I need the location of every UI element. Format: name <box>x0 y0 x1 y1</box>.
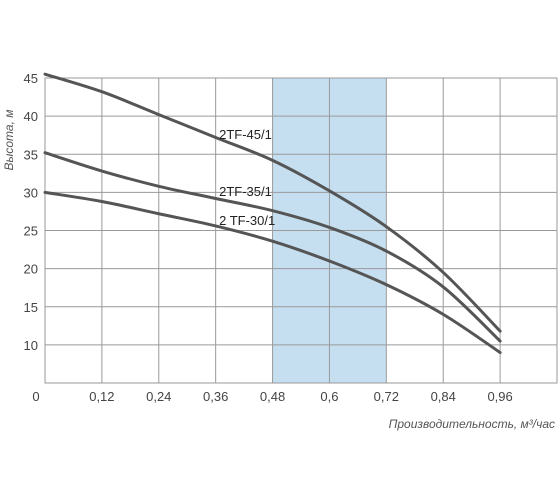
tick-labels: 0 0,12 0,24 0,36 0,48 0,6 0,72 0,84 0,96 10 15 20 25… <box>24 71 513 404</box>
series-line-2 <box>43 190 502 354</box>
x-tick-label: 0,48 <box>260 389 285 404</box>
x-tick-label: 0,96 <box>487 389 512 404</box>
x-tick-label: 0,6 <box>320 389 338 404</box>
grid <box>44 77 558 384</box>
series-line-0 <box>43 72 502 333</box>
series-label-2: 2 TF-30/1 <box>219 213 275 228</box>
y-tick-label: 10 <box>24 338 38 353</box>
series-labels: 2TF-45/1 2TF-35/1 2 TF-30/1 <box>219 127 275 228</box>
y-tick-label: 25 <box>24 224 38 239</box>
series-label-0: 2TF-45/1 <box>219 127 272 142</box>
y-tick-label: 30 <box>24 185 38 200</box>
x-axis-title: Производительность, м³/час <box>389 417 555 431</box>
x-tick-label: 0 <box>32 389 39 404</box>
series-lines <box>43 72 502 354</box>
x-tick-label: 0,24 <box>146 389 171 404</box>
y-tick-label: 20 <box>24 262 38 277</box>
plot-frame <box>44 77 558 384</box>
y-tick-label: 45 <box>24 71 38 86</box>
series-line-1 <box>43 151 502 343</box>
y-tick-label: 15 <box>24 300 38 315</box>
x-tick-label: 0,72 <box>374 389 399 404</box>
x-tick-label: 0,36 <box>203 389 228 404</box>
x-tick-label: 0,12 <box>89 389 114 404</box>
x-tick-label: 0,84 <box>431 389 456 404</box>
series-label-1: 2TF-35/1 <box>219 184 272 199</box>
y-axis-title: Высота, м <box>2 110 16 171</box>
y-tick-label: 35 <box>24 147 38 162</box>
y-tick-label: 40 <box>24 109 38 124</box>
